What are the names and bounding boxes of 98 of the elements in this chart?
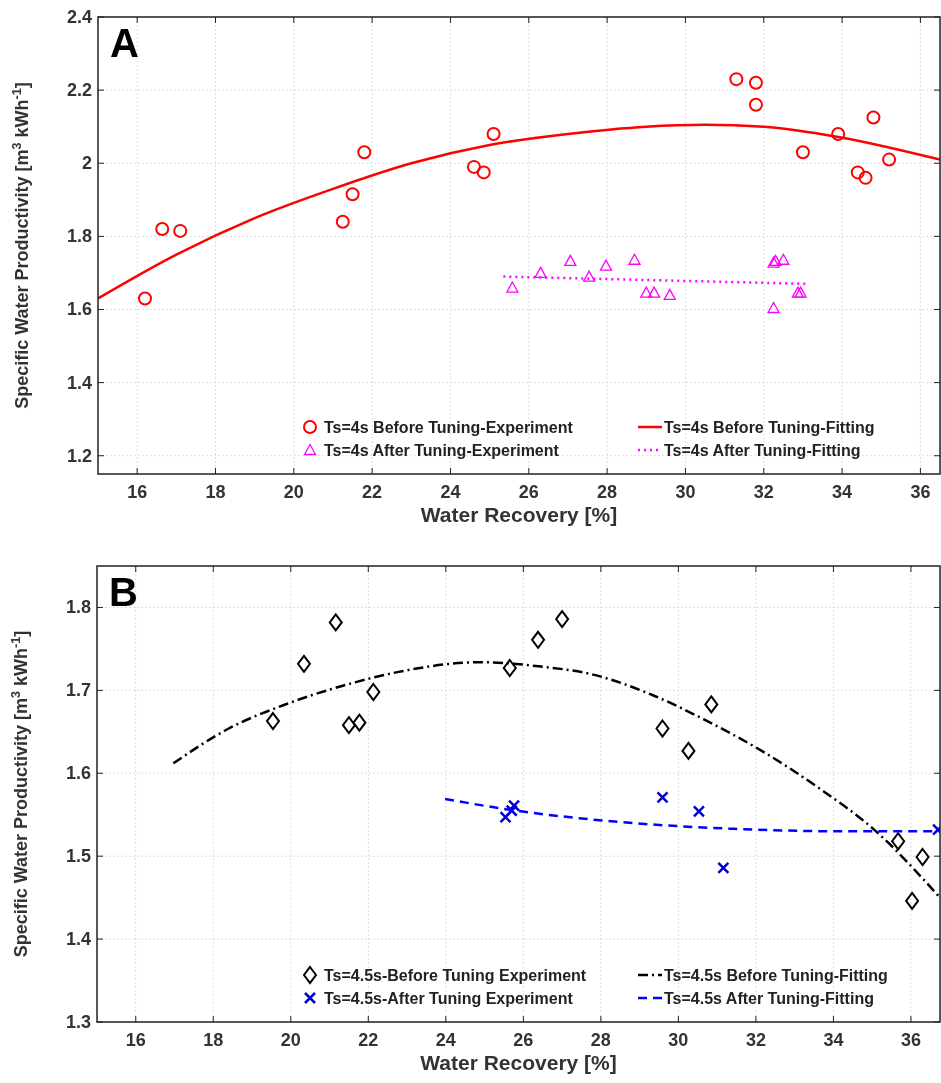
point [905,891,920,910]
point [681,741,696,760]
legend-label: Ts=4s After Tuning-Experiment [324,442,560,459]
y-tick-label: 1.4 [65,929,91,950]
point [296,654,311,673]
y-tick-label: 1.5 [65,846,91,867]
point [858,170,873,185]
x-tick-label: 26 [513,1030,534,1050]
x-tick-label: 22 [362,482,383,502]
legend-label: Ts=4s Before Tuning-Experiment [324,419,574,436]
point [831,126,846,141]
x-tick-label: 28 [597,482,618,502]
point [582,270,596,282]
point [555,610,570,629]
point [352,713,367,732]
annotation: B [109,570,138,614]
point [486,126,501,141]
point [663,288,676,301]
annotation: A [110,21,139,65]
point [366,683,381,702]
x-tick-label: 24 [435,1030,456,1050]
x-tick-label: 26 [518,482,539,502]
line-series [172,660,940,899]
point [599,259,613,271]
point [777,253,790,265]
x-tick-label: 36 [900,1030,921,1050]
point [640,286,653,298]
point [850,165,865,180]
y-tick-label: 1.8 [65,597,91,618]
x-tick-label: 36 [910,482,931,502]
x-axis-title: Water Recovery [%] [420,1051,617,1074]
y-tick-label: 1.6 [66,299,92,320]
x-tick-label: 20 [280,1030,301,1050]
legend-label: Ts=4.5s-After Tuning Experiment [324,990,574,1007]
y-tick-label: 1.3 [65,1012,91,1032]
y-tick-label: 2.4 [66,7,92,27]
point [891,832,906,851]
legend-label: Ts=4.5s Before Tuning-Fitting [664,967,888,984]
point [499,810,512,824]
point [655,719,670,738]
line-series [98,123,940,300]
point [748,75,763,90]
point [265,712,280,731]
x-tick-label: 28 [590,1030,611,1050]
point [729,72,744,87]
y-tick-label: 2.2 [66,80,92,101]
point [328,613,343,632]
point [341,716,356,735]
point [628,253,641,265]
point [534,266,547,279]
y-tick-label: 2 [81,153,92,174]
x-tick-label: 30 [668,1030,689,1050]
x-tick-label: 32 [753,482,774,502]
y-tick-label: 1.4 [66,372,92,393]
point [647,286,661,298]
point [882,152,897,167]
point [866,110,881,125]
point [748,97,763,112]
point [717,861,730,875]
point [173,223,188,238]
x-tick-label: 22 [358,1030,379,1050]
x-axis-title: Water Recovery [%] [420,503,618,526]
point [502,658,517,677]
x-tick-label: 18 [203,1030,224,1050]
x-tick-label: 30 [675,482,696,502]
point [692,805,706,818]
x-tick-label: 16 [127,482,148,502]
y-tick-label: 1.6 [65,763,91,784]
legend-label: Ts=4.5s After Tuning-Fitting [664,990,874,1007]
x-tick-label: 32 [745,1030,766,1050]
x-tick-label: 20 [283,482,304,502]
x-tick-label: 18 [205,482,226,502]
point [138,291,152,306]
legend-label: Ts=4.5s-Before Tuning Experiment [324,967,587,984]
line-series [443,797,940,833]
point [531,630,546,649]
y-tick-label: 1.2 [66,445,92,466]
point [335,214,350,229]
y-tick-label: 1.8 [66,226,92,247]
y-tick-label: 1.7 [65,680,91,701]
point [155,222,170,237]
point [767,301,780,314]
x-tick-label: 16 [125,1030,146,1050]
point [915,848,930,867]
point [476,165,491,180]
x-tick-label: 34 [832,482,853,502]
x-tick-label: 24 [440,482,461,502]
point [704,695,719,714]
point [357,145,372,160]
point [506,281,519,293]
point [795,145,810,160]
point [345,187,360,202]
legend-label: Ts=4s After Tuning-Fitting [664,442,861,459]
x-tick-label: 34 [823,1030,844,1050]
point [466,159,481,174]
point [656,791,669,804]
legend-label: Ts=4s Before Tuning-Fitting [664,419,875,436]
point [564,254,577,267]
